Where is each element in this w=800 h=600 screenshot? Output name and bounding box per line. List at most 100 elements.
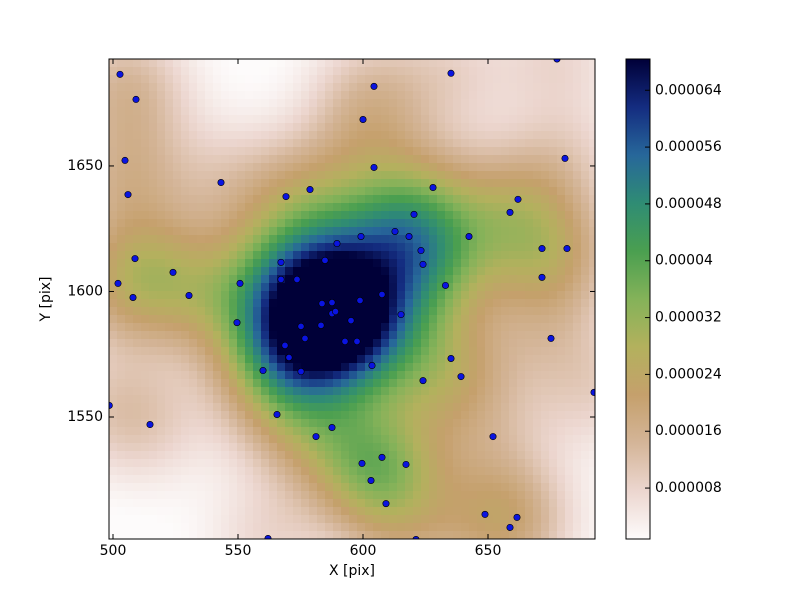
density-cell xyxy=(397,267,406,276)
density-cell xyxy=(189,107,198,116)
density-cell xyxy=(501,131,510,140)
data-point xyxy=(405,232,413,240)
density-cell xyxy=(397,315,406,324)
density-cell xyxy=(421,371,430,380)
density-cell xyxy=(581,299,590,308)
density-cell xyxy=(549,443,558,452)
density-cell xyxy=(381,491,390,500)
density-cell xyxy=(461,307,470,316)
density-cell xyxy=(397,403,406,412)
density-cell xyxy=(373,459,382,468)
density-cell xyxy=(317,339,326,348)
density-cell xyxy=(565,235,574,244)
density-cell xyxy=(293,115,302,124)
density-cell xyxy=(213,155,222,164)
density-cell xyxy=(565,307,574,316)
density-cell xyxy=(317,331,326,340)
density-cell xyxy=(213,339,222,348)
density-cell xyxy=(365,59,374,68)
density-cell xyxy=(181,419,190,428)
density-cell xyxy=(565,99,574,108)
density-cell xyxy=(589,291,595,300)
density-cell xyxy=(405,91,414,100)
density-cell xyxy=(541,307,550,316)
density-cell xyxy=(565,315,574,324)
density-cell xyxy=(237,211,246,220)
density-cell xyxy=(397,203,406,212)
density-cell xyxy=(157,243,166,252)
density-cell xyxy=(133,411,142,420)
density-cell xyxy=(277,435,286,444)
density-cell xyxy=(117,275,126,284)
density-cell xyxy=(285,411,294,420)
density-cell xyxy=(349,283,358,292)
density-cell xyxy=(197,91,206,100)
density-cell xyxy=(341,179,350,188)
density-cell xyxy=(437,179,446,188)
density-cell xyxy=(565,499,574,508)
density-cell xyxy=(133,323,142,332)
density-cell xyxy=(165,147,174,156)
density-cell xyxy=(525,427,534,436)
density-cell xyxy=(477,459,486,468)
density-cell xyxy=(269,371,278,380)
density-cell xyxy=(157,203,166,212)
density-cell xyxy=(293,235,302,244)
density-cell xyxy=(165,171,174,180)
density-cell xyxy=(309,251,318,260)
density-cell xyxy=(405,251,414,260)
density-cell xyxy=(357,379,366,388)
density-cell xyxy=(149,363,158,372)
density-cell xyxy=(277,251,286,260)
density-cell xyxy=(157,211,166,220)
density-cell xyxy=(341,219,350,228)
density-cell xyxy=(445,59,454,68)
density-cell xyxy=(181,91,190,100)
density-cell xyxy=(437,139,446,148)
density-cell xyxy=(205,459,214,468)
density-cell xyxy=(469,171,478,180)
density-cell xyxy=(213,499,222,508)
density-cell xyxy=(357,187,366,196)
density-cell xyxy=(397,179,406,188)
density-cell xyxy=(565,371,574,380)
density-cell xyxy=(261,315,270,324)
density-cell xyxy=(165,403,174,412)
density-cell xyxy=(197,259,206,268)
density-cell xyxy=(589,347,595,356)
density-cell xyxy=(133,147,142,156)
density-cell xyxy=(485,371,494,380)
density-cell xyxy=(397,371,406,380)
density-cell xyxy=(333,179,342,188)
data-point xyxy=(353,337,361,345)
density-cell xyxy=(253,515,262,524)
density-cell xyxy=(197,427,206,436)
density-cell xyxy=(341,507,350,516)
density-cell xyxy=(261,467,270,476)
density-cell xyxy=(421,491,430,500)
density-cell xyxy=(237,131,246,140)
density-cell xyxy=(413,451,422,460)
density-cell xyxy=(525,483,534,492)
density-cell xyxy=(437,251,446,260)
density-cell xyxy=(317,435,326,444)
density-cell xyxy=(517,443,526,452)
density-cell xyxy=(517,403,526,412)
density-cell xyxy=(309,291,318,300)
density-cell xyxy=(405,171,414,180)
density-cell xyxy=(397,235,406,244)
density-cell xyxy=(325,75,334,84)
density-cell xyxy=(109,139,118,148)
density-cell xyxy=(237,227,246,236)
density-cell xyxy=(229,299,238,308)
density-cell xyxy=(245,275,254,284)
density-cell xyxy=(365,163,374,172)
density-cell xyxy=(309,195,318,204)
density-cell xyxy=(301,499,310,508)
density-cell xyxy=(469,219,478,228)
density-cell xyxy=(493,203,502,212)
density-cell xyxy=(573,459,582,468)
density-cell xyxy=(117,451,126,460)
data-point xyxy=(419,377,427,385)
density-cell xyxy=(461,99,470,108)
